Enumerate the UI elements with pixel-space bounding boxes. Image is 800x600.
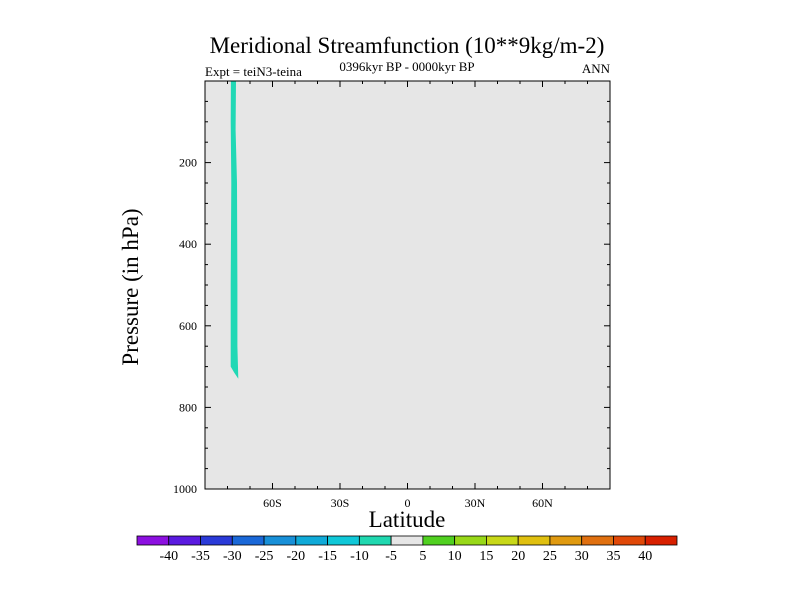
colorbar-label: 10 [448,549,462,564]
colorbar-label: -15 [318,549,337,564]
colorbar-swatch [168,535,201,546]
y-tick-label: 1000 [173,482,197,496]
colorbar-swatch [295,535,328,546]
y-tick-label: 400 [179,237,197,251]
left-subtitle: Expt = teiN3-teina [205,64,302,79]
x-tick-label: 30S [331,496,350,510]
chart-title: Meridional Streamfunction (10**9kg/m-2) [210,33,605,58]
colorbar-swatch [613,535,646,546]
colorbar-swatch [454,535,487,546]
y-tick-label: 800 [179,400,197,414]
y-tick-label: 200 [179,156,197,170]
colorbar-swatch [517,535,551,546]
colorbar-swatch [231,535,265,546]
center-subtitle: 0396kyr BP - 0000kyr BP [339,59,474,74]
colorbar-label: 5 [419,549,426,564]
colorbar-swatch [644,535,678,546]
colorbar-label: 25 [543,549,557,564]
y-axis-label: Pressure (in hPa) [118,208,143,365]
colorbar-swatch [200,535,233,546]
colorbar-label: -25 [255,549,274,564]
plot-background [205,81,610,489]
colorbar-swatch [422,535,456,546]
colorbar: -40 -35 -30 -25 -20 -15 -10 -5 5 10 15 20 25 30 35 40 [136,535,678,564]
x-tick-label: 60S [263,496,282,510]
x-tick-label: 60N [532,496,553,510]
colorbar-swatch [263,535,297,546]
colorbar-swatch [549,535,583,546]
colorbar-label: -35 [191,549,210,564]
colorbar-label: 35 [607,549,621,564]
colorbar-label: 15 [479,549,493,564]
y-tick-label: 600 [179,319,197,333]
colorbar-label: -40 [159,549,178,564]
plot-area: 60S 30S 0 30N 60N 200 400 600 800 1000 [173,80,611,510]
colorbar-label: -10 [350,549,369,564]
colorbar-swatch [327,535,360,546]
colorbar-label: -20 [286,549,305,564]
x-tick-label: 0 [405,496,411,510]
x-tick-label: 30N [465,496,486,510]
colorbar-label: 40 [638,549,652,564]
colorbar-swatch [486,535,519,546]
colorbar-swatch [136,535,170,546]
colorbar-swatch [581,535,614,546]
x-axis-label: Latitude [369,507,446,532]
colorbar-label: -30 [223,549,242,564]
colorbar-label: 30 [575,549,589,564]
colorbar-swatch [390,535,424,546]
right-subtitle: ANN [582,61,611,76]
colorbar-swatch [358,535,392,546]
colorbar-label: 20 [511,549,525,564]
contour-fill-region [230,81,239,379]
colorbar-label: -5 [385,549,397,564]
